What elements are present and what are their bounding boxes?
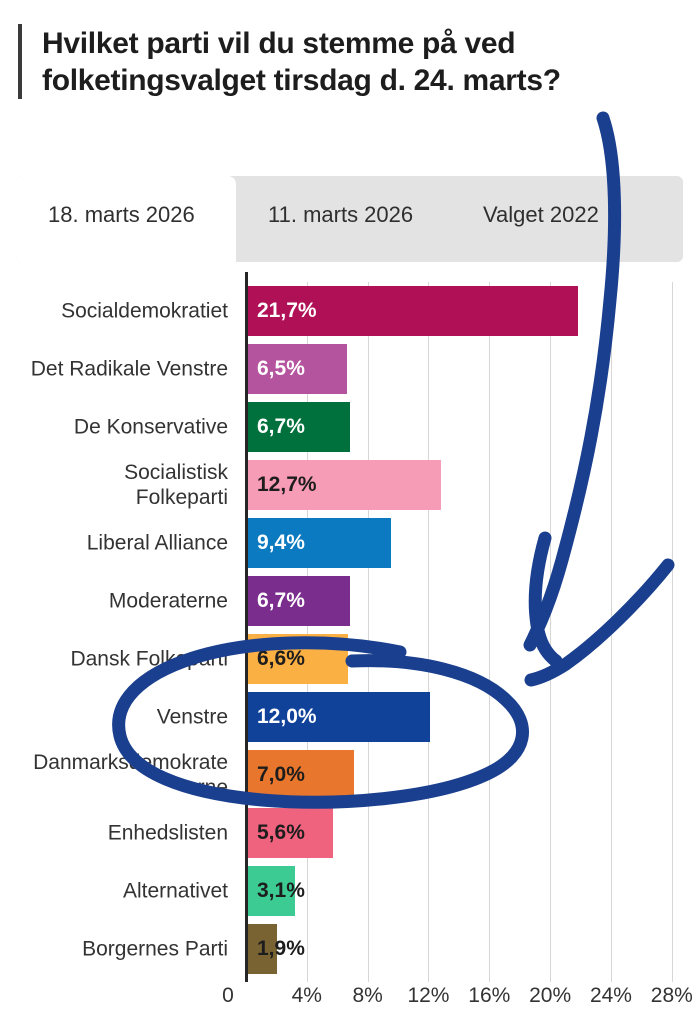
bar[interactable]: 21,7% <box>248 286 578 336</box>
bar[interactable]: 6,5% <box>248 344 347 394</box>
poll-bar-chart: Socialdemokratiet 21,7% Det Radikale Venst… <box>0 272 700 1034</box>
bar-row[interactable]: Borgernes Parti 1,9% <box>0 920 700 978</box>
bar[interactable]: 12,7% <box>248 460 442 510</box>
bar-category-label: Borgernes Parti <box>82 937 228 961</box>
bar-value-label: 6,5% <box>257 357 305 380</box>
bar-row[interactable]: Liberal Alliance 9,4% <box>0 514 700 572</box>
bar-row[interactable]: Det Radikale Venstre 6,5% <box>0 340 700 398</box>
gridline <box>306 282 308 982</box>
bar-value-label: 6,7% <box>257 415 305 438</box>
page-title: Hvilket parti vil du stemme på ved folke… <box>42 27 561 97</box>
bar-category-label: Alternativet <box>122 879 228 903</box>
tab-label: Valget 2022 <box>483 202 599 227</box>
bar-category-label: Liberal Alliance <box>86 531 228 555</box>
gridline <box>489 282 491 982</box>
title-accent-bar <box>18 24 22 99</box>
tab-label: 18. marts 2026 <box>48 202 195 227</box>
x-axis-ticks: 0 4% 8% 12% 16% 20% 24% 28% <box>0 984 700 1024</box>
bar-category-label: Socialistisk Folkeparti <box>124 461 228 509</box>
bar[interactable]: 9,4% <box>248 518 391 568</box>
bar-category-label: De Konservative <box>73 415 228 439</box>
tab-label: 11. marts 2026 <box>268 202 414 227</box>
bar[interactable]: 3,1% <box>248 866 305 916</box>
x-axis-tick-label: 4% <box>291 984 322 1007</box>
bar-value-label: 12,7% <box>257 473 317 496</box>
bar-category-label: Enhedslisten <box>107 821 228 845</box>
bar[interactable]: 6,7% <box>248 402 350 452</box>
bar-value-label: 21,7% <box>257 299 317 322</box>
gridline <box>428 282 430 982</box>
bar-category-label: Det Radikale Venstre <box>30 357 228 381</box>
bar[interactable]: 1,9% <box>248 924 305 974</box>
tab-11-marts-2026[interactable]: 11. marts 2026 <box>236 176 451 262</box>
bar[interactable]: 7,0% <box>248 750 355 800</box>
bar-category-label: Danmarksdemokrate rne <box>33 751 228 799</box>
bar-category-label: Dansk Folkeparti <box>70 647 228 671</box>
bar-category-label: Moderaterne <box>108 589 228 613</box>
bar[interactable]: 6,7% <box>248 576 350 626</box>
bar[interactable]: 6,6% <box>248 634 349 684</box>
x-axis-tick-label: 8% <box>352 984 383 1007</box>
bar-row[interactable]: De Konservative 6,7% <box>0 398 700 456</box>
bar-value-label: 6,6% <box>257 647 305 670</box>
bar-row[interactable]: Danmarksdemokrate rne 7,0% <box>0 746 700 804</box>
x-axis-tick-label: 16% <box>468 984 511 1007</box>
bar-row[interactable]: Enhedslisten 5,6% <box>0 804 700 862</box>
bar-value-label: 1,9% <box>257 937 305 960</box>
y-axis-line <box>245 272 248 982</box>
gridline <box>367 282 369 982</box>
bar-row[interactable]: Dansk Folkeparti 6,6% <box>0 630 700 688</box>
bar-row[interactable]: Socialistisk Folkeparti 12,7% <box>0 456 700 514</box>
bar-category-label: Venstre <box>156 705 228 729</box>
bar-value-label: 3,1% <box>257 879 305 902</box>
x-axis-tick-label: 28% <box>650 984 693 1007</box>
tab-bar: 18. marts 2026 11. marts 2026 Valget 202… <box>16 176 683 262</box>
bar-row[interactable]: Venstre 12,0% <box>0 688 700 746</box>
bar-row[interactable]: Socialdemokratiet 21,7% <box>0 282 700 340</box>
bar-category-label: Socialdemokratiet <box>61 299 228 323</box>
bar-row[interactable]: Alternativet 3,1% <box>0 862 700 920</box>
x-axis-tick-label: 0 <box>222 984 234 1007</box>
x-axis-tick-label: 20% <box>529 984 572 1007</box>
bar-value-label: 12,0% <box>257 705 317 728</box>
bar[interactable]: 12,0% <box>248 692 431 742</box>
tab-18-marts-2026[interactable]: 18. marts 2026 <box>16 176 236 262</box>
bar-value-label: 7,0% <box>257 763 305 786</box>
bar-row[interactable]: Moderaterne 6,7% <box>0 572 700 630</box>
page-title-block: Hvilket parti vil du stemme på ved folke… <box>18 24 658 99</box>
bar[interactable]: 5,6% <box>248 808 334 858</box>
bar-value-label: 6,7% <box>257 589 305 612</box>
x-axis-tick-label: 12% <box>407 984 450 1007</box>
tab-valget-2022[interactable]: Valget 2022 <box>451 176 683 262</box>
bar-value-label: 5,6% <box>257 821 305 844</box>
x-axis-tick-label: 24% <box>589 984 632 1007</box>
bar-value-label: 9,4% <box>257 531 305 554</box>
